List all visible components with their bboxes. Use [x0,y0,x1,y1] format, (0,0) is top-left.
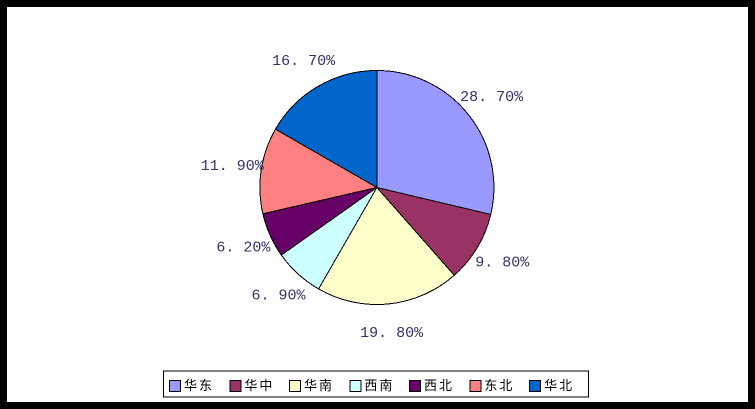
svg-text:16. 70%: 16. 70% [272,53,336,70]
svg-text:西北: 西北 [424,378,454,393]
svg-text:西南: 西南 [364,378,394,393]
svg-text:9. 80%: 9. 80% [475,255,530,272]
svg-text:6. 90%: 6. 90% [251,288,306,305]
svg-text:6. 20%: 6. 20% [216,239,271,256]
svg-text:华南: 华南 [304,378,334,393]
svg-text:19. 80%: 19. 80% [360,325,424,342]
svg-text:华中: 华中 [244,378,274,393]
svg-text:东北: 东北 [484,378,514,393]
svg-text:28. 70%: 28. 70% [460,89,524,106]
svg-text:11. 90%: 11. 90% [201,158,265,175]
svg-text:华东: 华东 [184,378,214,393]
svg-text:华北: 华北 [544,378,574,393]
